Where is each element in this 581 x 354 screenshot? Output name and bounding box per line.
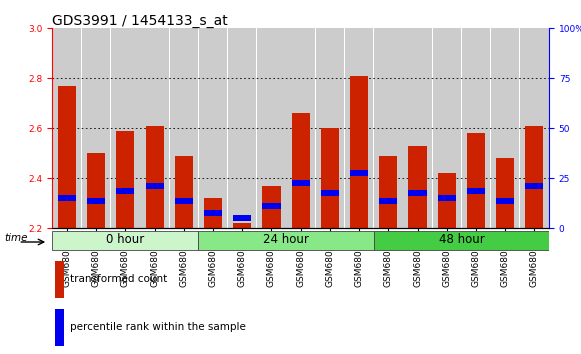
Bar [87,198,105,204]
Bar [315,28,344,228]
Bar [204,210,222,216]
Bar [111,28,139,228]
Bar [350,170,368,176]
Bar [87,153,105,228]
Bar [345,28,373,228]
Bar [321,129,339,228]
Bar [58,195,76,201]
Bar [116,131,134,228]
Text: time: time [4,233,28,243]
Text: 0 hour: 0 hour [106,233,145,246]
Bar [55,309,64,346]
Bar [58,86,76,228]
FancyBboxPatch shape [198,230,374,250]
Bar [403,28,432,228]
Bar [204,198,222,228]
Bar [433,28,461,228]
Bar [321,190,339,196]
Bar [525,183,543,189]
Bar [145,126,164,228]
Bar [437,173,456,228]
Bar [116,188,134,194]
Bar [145,183,164,189]
Bar [141,28,168,228]
Bar [408,190,426,196]
Text: percentile rank within the sample: percentile rank within the sample [70,322,246,332]
Bar [408,146,426,228]
Text: 24 hour: 24 hour [263,233,309,246]
Bar [170,28,198,228]
Text: 48 hour: 48 hour [439,233,484,246]
Bar [228,28,256,228]
Bar [286,28,315,228]
Bar [199,28,227,228]
Bar [467,188,485,194]
Bar [55,261,64,297]
Bar [496,158,514,228]
FancyBboxPatch shape [374,230,549,250]
Text: transformed count: transformed count [70,274,167,284]
Bar [467,133,485,228]
Bar [525,126,543,228]
Bar [379,198,397,204]
Bar [257,28,286,228]
Bar [462,28,490,228]
Bar [175,198,193,204]
Bar [491,28,519,228]
Bar [496,198,514,204]
Text: GDS3991 / 1454133_s_at: GDS3991 / 1454133_s_at [52,14,228,28]
FancyBboxPatch shape [52,230,198,250]
Bar [350,76,368,228]
Bar [292,113,310,228]
Bar [233,215,252,222]
Bar [292,180,310,187]
Bar [520,28,548,228]
Bar [374,28,403,228]
Bar [233,223,252,228]
Bar [379,156,397,228]
Bar [53,28,81,228]
Bar [263,203,281,209]
Bar [263,186,281,228]
Bar [175,156,193,228]
Bar [82,28,110,228]
Bar [437,195,456,201]
